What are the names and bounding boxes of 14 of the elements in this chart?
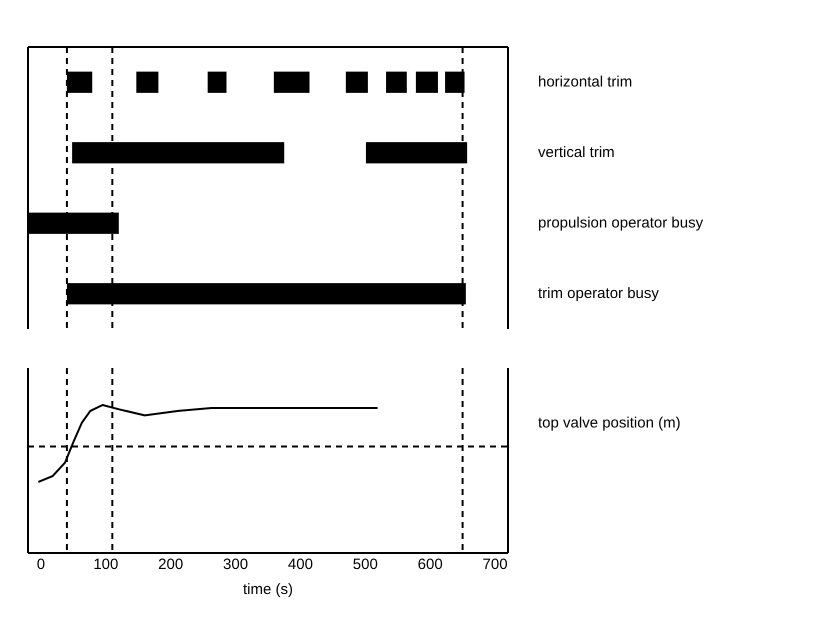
x-axis-title: time (s) — [243, 581, 293, 598]
x-tick-label: 200 — [158, 556, 184, 574]
x-tick-label: 100 — [93, 556, 118, 574]
y-tick-label: horizontal trim — [538, 73, 632, 90]
x-tick-label: 700 — [482, 556, 508, 574]
x-tick-label: 300 — [223, 556, 248, 574]
y-tick-label: trim operator busy — [538, 284, 660, 302]
y-tick-label: propulsion operator busy — [538, 214, 704, 232]
y-tick-label: vertical trim — [538, 144, 615, 161]
x-tick-label: 600 — [418, 556, 443, 574]
x-tick-label: 0 — [36, 556, 46, 574]
y-axis-title: top valve position (m) — [538, 414, 681, 432]
x-tick-label: 500 — [352, 556, 378, 574]
x-tick-label: 400 — [288, 556, 313, 574]
